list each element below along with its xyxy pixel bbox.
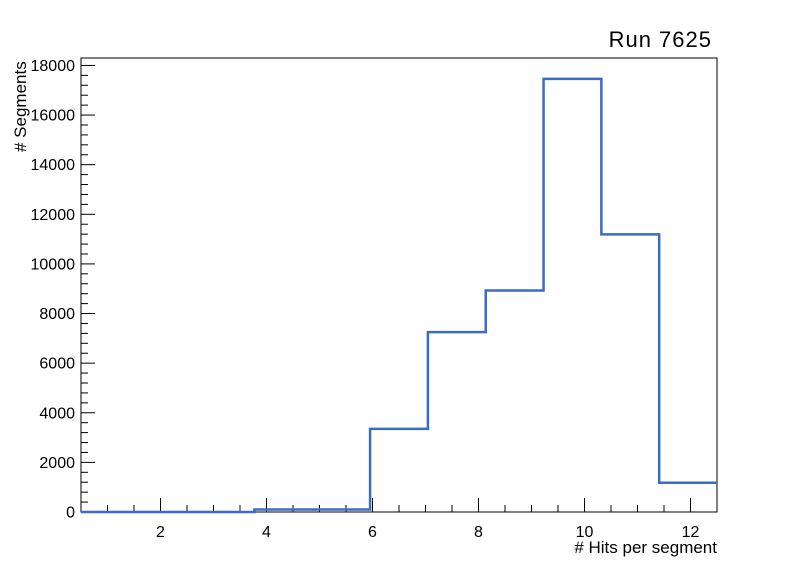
y-tick-label: 8000 [39, 306, 75, 323]
x-tick-label: 2 [156, 524, 165, 541]
y-tick-label: 18000 [31, 58, 76, 75]
x-tick-label: 6 [368, 524, 377, 541]
histogram-series [81, 77, 717, 514]
y-tick-label: 14000 [31, 157, 76, 174]
x-tick-label: 4 [262, 524, 271, 541]
y-tick-label: 6000 [39, 356, 75, 373]
y-tick-label: 12000 [31, 207, 76, 224]
x-tick-label: 8 [474, 524, 483, 541]
y-tick-label: 0 [66, 505, 75, 522]
y-tick-label: 4000 [39, 405, 75, 422]
y-axis-ticks: 0 2000 4000 6000 8000 10000 12000 14000 16000 180… [31, 58, 95, 522]
plot-frame [80, 57, 718, 513]
y-tick-label: 10000 [31, 256, 76, 273]
chart-title: Run 7625 [609, 27, 712, 52]
y-tick-label: 2000 [39, 455, 75, 472]
x-tick-label: 10 [576, 524, 594, 541]
y-axis-title: # Segments [11, 61, 30, 152]
y-tick-label: 16000 [31, 108, 76, 125]
x-axis-ticks: 2 4 6 8 10 12 [107, 498, 700, 541]
histogram-outline [81, 77, 717, 514]
frame-border [80, 57, 718, 513]
x-tick-label: 12 [682, 524, 700, 541]
x-axis-title: # Hits per segment [574, 538, 717, 557]
